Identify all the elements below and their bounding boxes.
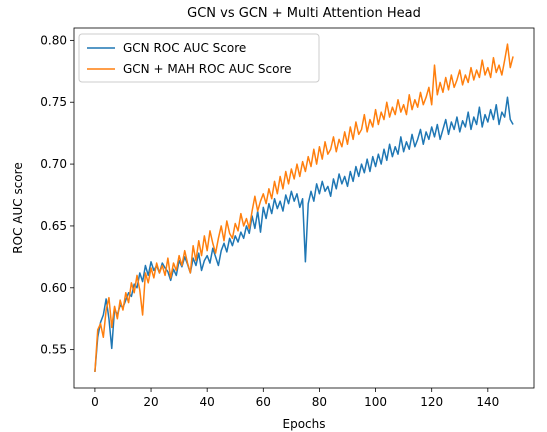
x-tick-label: 80: [312, 395, 327, 409]
y-tick-label: 0.55: [40, 343, 67, 357]
y-tick-label: 0.65: [40, 219, 67, 233]
series-line: [94, 96, 514, 372]
x-tick-label: 100: [364, 395, 387, 409]
chart-title: GCN vs GCN + Multi Attention Head: [187, 6, 421, 21]
series-line: [94, 43, 514, 372]
legend-label: GCN ROC AUC Score: [123, 41, 246, 55]
x-tick-label: 140: [476, 395, 499, 409]
x-axis-label: Epochs: [283, 417, 326, 431]
x-tick-label: 120: [420, 395, 443, 409]
x-tick-label: 0: [91, 395, 99, 409]
y-tick-label: 0.75: [40, 95, 67, 109]
y-tick-label: 0.80: [40, 33, 67, 47]
x-tick-label: 20: [143, 395, 158, 409]
legend-box: [78, 33, 320, 83]
plot-frame: [73, 27, 535, 389]
y-tick-label: 0.70: [40, 157, 67, 171]
y-tick-label: 0.60: [40, 281, 67, 295]
x-tick-label: 60: [256, 395, 271, 409]
legend-label: GCN + MAH ROC AUC Score: [123, 62, 292, 76]
y-axis-label: ROC AUC score: [11, 162, 25, 253]
x-tick-label: 40: [200, 395, 215, 409]
